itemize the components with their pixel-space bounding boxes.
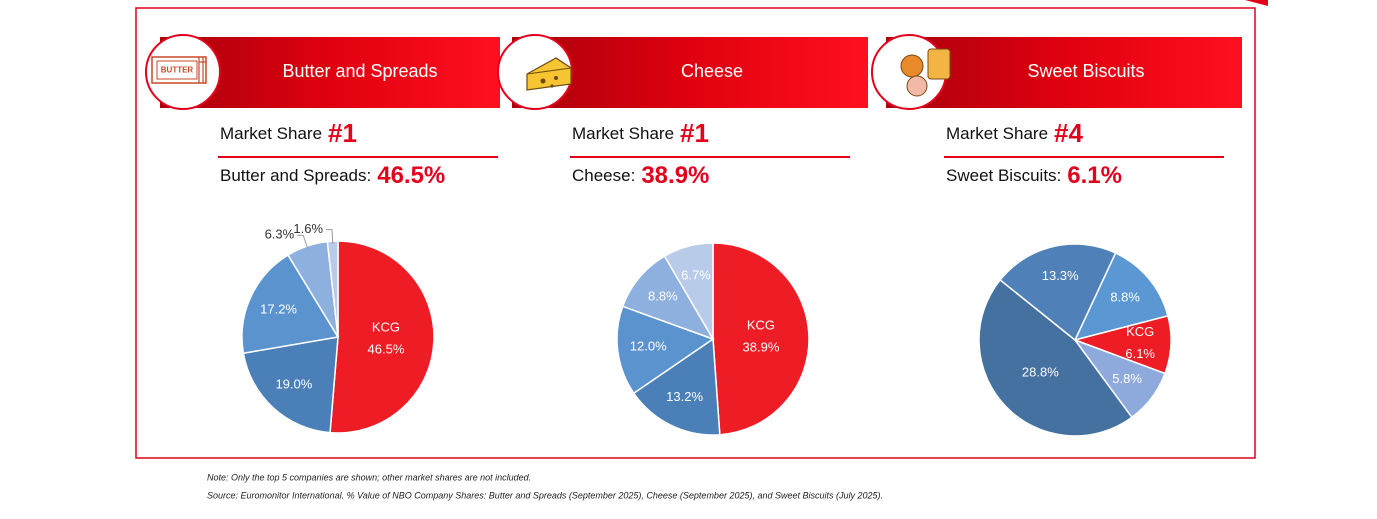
pie-slice bbox=[632, 337, 721, 436]
category-label: KCG bbox=[372, 319, 400, 334]
segment-label: Butter and Spreads: bbox=[220, 166, 371, 185]
value-label: 8.8% bbox=[1110, 290, 1140, 305]
pie-slice bbox=[663, 242, 714, 342]
icon-circle bbox=[145, 34, 221, 110]
market-share-label: Market Share bbox=[220, 124, 322, 143]
value-label: 5.8% bbox=[1112, 371, 1142, 386]
header-title: Butter and Spreads bbox=[282, 61, 437, 81]
leader-line bbox=[326, 229, 334, 245]
segment-label: Sweet Biscuits: bbox=[946, 166, 1061, 185]
value-label: 17.2% bbox=[260, 301, 297, 316]
value-label: 6.1% bbox=[1125, 346, 1155, 361]
pie-slice bbox=[329, 240, 435, 434]
cheese-icon bbox=[526, 57, 572, 91]
pie-slice bbox=[999, 243, 1117, 342]
icon-text: BUTTER bbox=[161, 66, 194, 75]
value-label: 38.9% bbox=[743, 340, 780, 355]
segment-label: Cheese: bbox=[572, 166, 635, 185]
rank: #1 bbox=[680, 118, 709, 148]
segment-share: 46.5% bbox=[377, 162, 445, 189]
segment-share-line: Sweet Biscuits: 6.1% bbox=[946, 162, 1122, 189]
pie-slice bbox=[616, 305, 715, 395]
icons: BUTTER bbox=[151, 48, 951, 97]
corner-accent bbox=[1245, 0, 1268, 6]
note: Source: Euromonitor International. % Val… bbox=[207, 490, 883, 500]
segment-share: 6.1% bbox=[1067, 162, 1122, 189]
leader-line bbox=[297, 234, 309, 250]
value-label: 13.3% bbox=[1042, 268, 1079, 283]
pie-slice bbox=[978, 278, 1133, 437]
note: Note: Only the top 5 companies are shown… bbox=[207, 472, 531, 482]
value-label: 28.8% bbox=[1022, 365, 1059, 380]
market-share-label: Market Share bbox=[572, 124, 674, 143]
segment-share-line: Cheese: 38.9% bbox=[572, 162, 709, 189]
market-share-line: Market Share #1 bbox=[572, 118, 709, 148]
pie-slice bbox=[1073, 251, 1169, 342]
frame bbox=[135, 7, 1256, 459]
pie-slice bbox=[712, 242, 810, 436]
category-label: KCG bbox=[1126, 324, 1154, 339]
value-label: 19.0% bbox=[275, 377, 312, 392]
segment-share-line: Butter and Spreads: 46.5% bbox=[220, 162, 445, 189]
category-label: KCG bbox=[747, 318, 775, 333]
rank: #4 bbox=[1054, 118, 1083, 148]
segment-share: 38.9% bbox=[641, 162, 709, 189]
market-share-line: Market Share #1 bbox=[220, 118, 357, 148]
value-label: 6.3% bbox=[265, 227, 295, 242]
pie-slice bbox=[241, 254, 340, 355]
rank: #1 bbox=[328, 118, 357, 148]
value-label: 12.0% bbox=[630, 339, 667, 354]
header-title: Sweet Biscuits bbox=[1027, 61, 1144, 81]
value-label: 8.8% bbox=[648, 289, 678, 304]
value-label: 6.7% bbox=[681, 267, 711, 282]
pie-slice bbox=[242, 336, 339, 434]
value-label: 1.6% bbox=[293, 221, 323, 236]
butter-icon: BUTTER bbox=[151, 56, 207, 84]
market-share-label: Market Share bbox=[946, 124, 1048, 143]
value-label: 13.2% bbox=[666, 389, 703, 404]
pie-slice bbox=[621, 255, 715, 341]
header-title: Cheese bbox=[681, 61, 743, 81]
market-share-line: Market Share #4 bbox=[946, 118, 1084, 148]
value-label: 46.5% bbox=[368, 341, 405, 356]
biscuits-icon bbox=[900, 48, 951, 97]
